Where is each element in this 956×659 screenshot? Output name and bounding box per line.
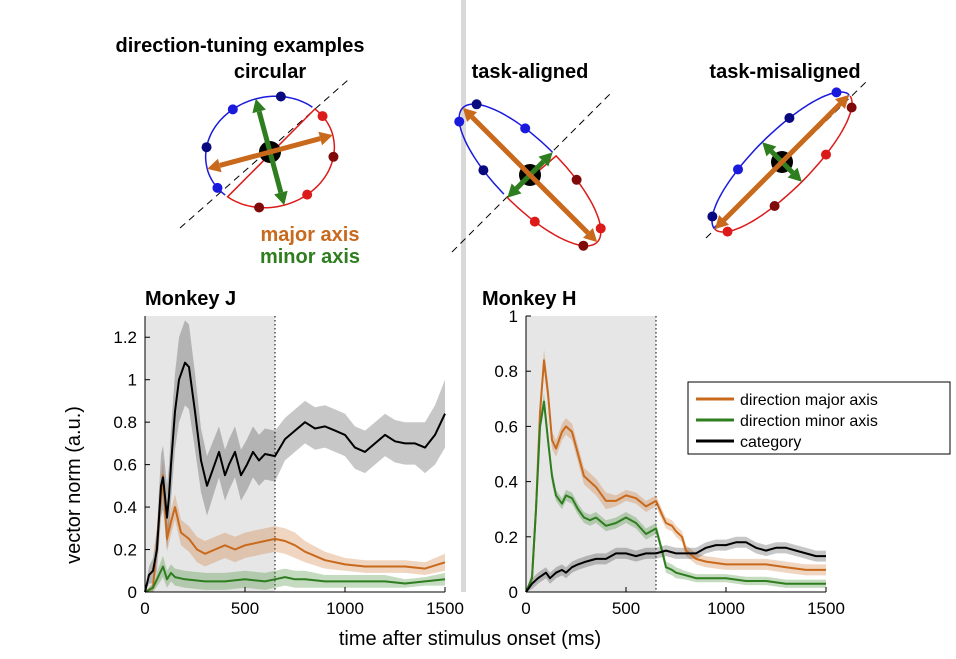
y-axis-label: vector norm (a.u.) bbox=[63, 406, 85, 564]
major-axis-arrow-shaft bbox=[219, 136, 321, 168]
series-line-minor bbox=[525, 400, 826, 593]
y-tick-label: 0.2 bbox=[113, 541, 137, 560]
tuning-curve-red bbox=[226, 107, 336, 209]
direction-dot bbox=[846, 102, 857, 113]
direction-dot bbox=[302, 189, 313, 200]
y-tick-label: 0.8 bbox=[113, 413, 137, 432]
series-line-category bbox=[144, 361, 446, 593]
x-tick-label: 0 bbox=[521, 599, 530, 618]
examples-title: direction-tuning examples bbox=[116, 35, 365, 57]
direction-dot bbox=[578, 240, 589, 251]
series-band-major bbox=[145, 458, 445, 592]
tuning-curve-blue bbox=[711, 91, 850, 230]
minor-axis-arrow-head-end bbox=[252, 98, 266, 114]
direction-dot bbox=[454, 116, 465, 127]
chart-monkey-j: 0 500 1000 1500 0 0.2 0.4 0.6 0.8 1 1.2 bbox=[113, 316, 464, 618]
direction-dot bbox=[571, 174, 582, 185]
x-tick-label: 0 bbox=[140, 599, 149, 618]
direction-dot bbox=[722, 226, 733, 237]
tuning-curve-blue bbox=[458, 103, 554, 195]
y-tick-label: 0 bbox=[509, 583, 518, 602]
y-tick-label: 1 bbox=[128, 371, 137, 390]
series-band-category bbox=[526, 536, 826, 592]
series-band-category bbox=[145, 320, 445, 592]
major-axis-arrow-head-end bbox=[207, 158, 222, 173]
minor-axis-arrow-head-end bbox=[762, 142, 777, 157]
y-tick-label: 0 bbox=[128, 583, 137, 602]
minor-axis-label: minor axis bbox=[260, 246, 360, 268]
direction-dot bbox=[317, 111, 328, 122]
example-title-circular: circular bbox=[234, 61, 306, 83]
major-axis-arrow-head-start bbox=[835, 94, 850, 109]
panel-divider bbox=[461, 0, 466, 592]
direction-dot bbox=[529, 216, 540, 227]
chart-title-monkey-h: Monkey H bbox=[482, 288, 576, 310]
direction-dot bbox=[212, 182, 223, 193]
example-title-task-aligned: task-aligned bbox=[472, 61, 589, 83]
y-tick-label: 0.4 bbox=[494, 473, 518, 492]
legend-label-minor: direction minor axis bbox=[740, 413, 878, 430]
minor-axis-arrow-head-start bbox=[787, 167, 802, 182]
x-tick-label: 500 bbox=[612, 599, 640, 618]
major-axis-arrow-shaft bbox=[722, 102, 842, 222]
series-line-major bbox=[144, 474, 446, 593]
x-axis-label: time after stimulus onset (ms) bbox=[339, 628, 601, 650]
task-misaligned-tuning-diagram bbox=[705, 81, 867, 239]
legend-label-major: direction major axis bbox=[740, 392, 878, 409]
major-axis-arrow-shaft bbox=[470, 115, 590, 235]
direction-dot bbox=[328, 151, 339, 162]
y-tick-label: 1.2 bbox=[113, 328, 137, 347]
series-line-category bbox=[525, 541, 826, 593]
y-tick-label: 1 bbox=[509, 307, 518, 326]
direction-dot bbox=[707, 211, 718, 222]
x-tick-label: 1000 bbox=[707, 599, 745, 618]
series-line-minor bbox=[144, 565, 446, 593]
circular-tuning-diagram bbox=[179, 79, 349, 229]
major-axis-arrow-head-start bbox=[583, 228, 598, 243]
y-tick-label: 0.6 bbox=[113, 456, 137, 475]
major-axis-arrow-head-end bbox=[462, 107, 477, 122]
major-axis-arrow-head-start bbox=[318, 131, 333, 146]
direction-dot bbox=[254, 202, 265, 213]
direction-dot bbox=[769, 200, 780, 211]
minor-axis-arrow-head-start bbox=[507, 183, 522, 198]
x-tick-label: 500 bbox=[231, 599, 259, 618]
series-line-major bbox=[525, 359, 826, 593]
direction-dot bbox=[227, 104, 238, 115]
direction-dot bbox=[478, 165, 489, 176]
x-tick-label: 1000 bbox=[326, 599, 364, 618]
direction-dot bbox=[275, 91, 286, 102]
chart-legend: direction major axis direction minor axi… bbox=[687, 381, 951, 455]
minor-axis-arrow-head-start bbox=[274, 190, 288, 206]
x-tick-label: 1500 bbox=[426, 599, 464, 618]
legend-label-category: category bbox=[740, 434, 801, 451]
minor-axis-arrow-head-end bbox=[538, 152, 553, 167]
chart-title-monkey-j: Monkey J bbox=[145, 288, 236, 310]
direction-dot bbox=[201, 142, 212, 153]
chart-monkey-h: 0 500 1000 1500 0 0.2 0.4 0.6 0.8 1 bbox=[494, 307, 845, 618]
major-axis-label: major axis bbox=[261, 224, 360, 246]
direction-dot bbox=[831, 87, 842, 98]
direction-dot bbox=[784, 113, 795, 124]
series-band-minor bbox=[145, 555, 445, 592]
task-aligned-tuning-diagram bbox=[451, 91, 613, 253]
tuning-curve-red bbox=[714, 95, 853, 233]
x-tick-label: 1500 bbox=[807, 599, 845, 618]
major-axis-arrow-head-end bbox=[714, 215, 729, 230]
example-title-task-misaligned: task-misaligned bbox=[709, 61, 860, 83]
y-tick-label: 0.8 bbox=[494, 362, 518, 381]
y-tick-label: 0.6 bbox=[494, 417, 518, 436]
stimulus-interval-shade bbox=[526, 316, 656, 592]
direction-dot bbox=[595, 223, 606, 234]
direction-dot bbox=[520, 123, 531, 134]
direction-dot bbox=[733, 164, 744, 175]
y-tick-label: 0.2 bbox=[494, 528, 518, 547]
direction-dot bbox=[471, 99, 482, 110]
y-tick-label: 0.4 bbox=[113, 498, 137, 517]
direction-dot bbox=[820, 149, 831, 160]
